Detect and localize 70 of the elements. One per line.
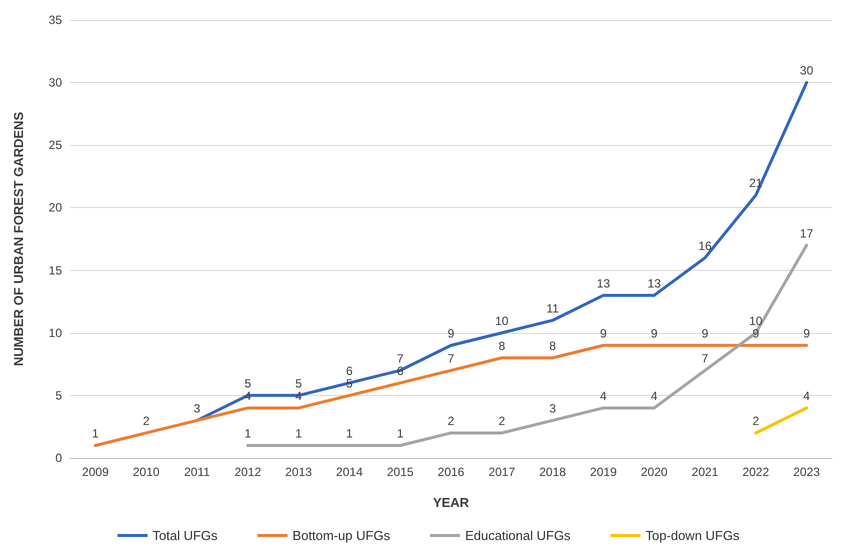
x-tick-label: 2019 (590, 465, 618, 479)
line-series (94, 344, 808, 447)
data-label: 10 (749, 314, 763, 328)
x-tick-label: 2020 (640, 465, 668, 479)
x-tick-label: 2023 (793, 465, 820, 479)
y-axis-title: NUMBER OF URBAN FOREST GARDENS (11, 112, 26, 366)
data-label: 6 (396, 364, 404, 378)
x-tick-label: 2011 (184, 465, 210, 479)
y-tick-label: 30 (48, 76, 62, 90)
data-label: 1 (244, 426, 252, 440)
y-tick-label: 35 (48, 13, 62, 27)
data-label: 2 (498, 414, 506, 428)
data-label: 5 (346, 376, 354, 390)
data-label: 1 (92, 426, 100, 440)
data-label: 9 (448, 326, 455, 340)
data-label: 30 (800, 64, 814, 78)
x-tick-label: 2017 (488, 465, 516, 479)
data-label: 2 (142, 414, 150, 428)
data-label: 3 (194, 401, 201, 416)
x-tick-label: 2014 (336, 465, 364, 479)
data-label: 4 (803, 388, 810, 403)
data-label: 1 (396, 426, 404, 440)
data-label: 1 (295, 426, 302, 440)
x-tick-label: 2018 (539, 465, 566, 479)
data-label: 8 (498, 338, 506, 353)
data-label: 13 (648, 276, 662, 290)
data-label: 16 (698, 238, 712, 253)
data-label: 5 (244, 376, 252, 390)
data-label: 11 (546, 301, 560, 316)
data-label: 4 (600, 388, 608, 403)
y-tick-label: 5 (55, 388, 62, 402)
x-tick-label: 2013 (285, 465, 312, 479)
data-label: 7 (396, 351, 404, 366)
data-label: 7 (702, 351, 709, 366)
x-tick-label: 2009 (82, 465, 110, 479)
data-label: 13 (596, 276, 610, 290)
x-tick-label: 2021 (692, 465, 719, 479)
legend-label: Bottom-up UFGs (292, 528, 391, 543)
legend-label: Top-down UFGs (646, 528, 740, 543)
x-tick-label: 2016 (438, 465, 465, 479)
x-tick-label: 2015 (386, 465, 414, 479)
data-label: 2 (448, 414, 455, 428)
data-label: 4 (295, 388, 302, 403)
data-label: 2 (752, 414, 760, 428)
data-label: 17 (800, 226, 814, 240)
data-label: 7 (448, 351, 455, 366)
x-tick-label: 2012 (234, 465, 262, 479)
data-label: 3 (549, 401, 556, 416)
data-label: 10 (495, 314, 509, 328)
data-label: 9 (650, 326, 658, 340)
data-label: 9 (702, 326, 709, 340)
data-label: 9 (600, 326, 608, 340)
data-label: 9 (752, 326, 760, 340)
data-label: 4 (650, 388, 658, 403)
y-tick-label: 25 (48, 138, 62, 152)
data-label: 1 (346, 426, 354, 440)
x-tick-label: 2022 (742, 465, 770, 479)
data-label: 9 (803, 326, 810, 340)
line-series (246, 244, 808, 447)
x-tick-label: 2010 (132, 465, 160, 479)
y-tick-label: 0 (55, 451, 62, 465)
x-axis-title: YEAR (432, 495, 470, 510)
data-label: 8 (549, 338, 556, 353)
y-tick-label: 20 (48, 200, 62, 215)
y-tick-label: 15 (48, 263, 62, 278)
data-label: 5 (295, 376, 302, 390)
data-label: 6 (346, 364, 354, 378)
legend-label: Educational UFGs (465, 528, 572, 543)
y-tick-label: 10 (48, 326, 62, 340)
legend-label: Total UFGs (152, 528, 218, 543)
